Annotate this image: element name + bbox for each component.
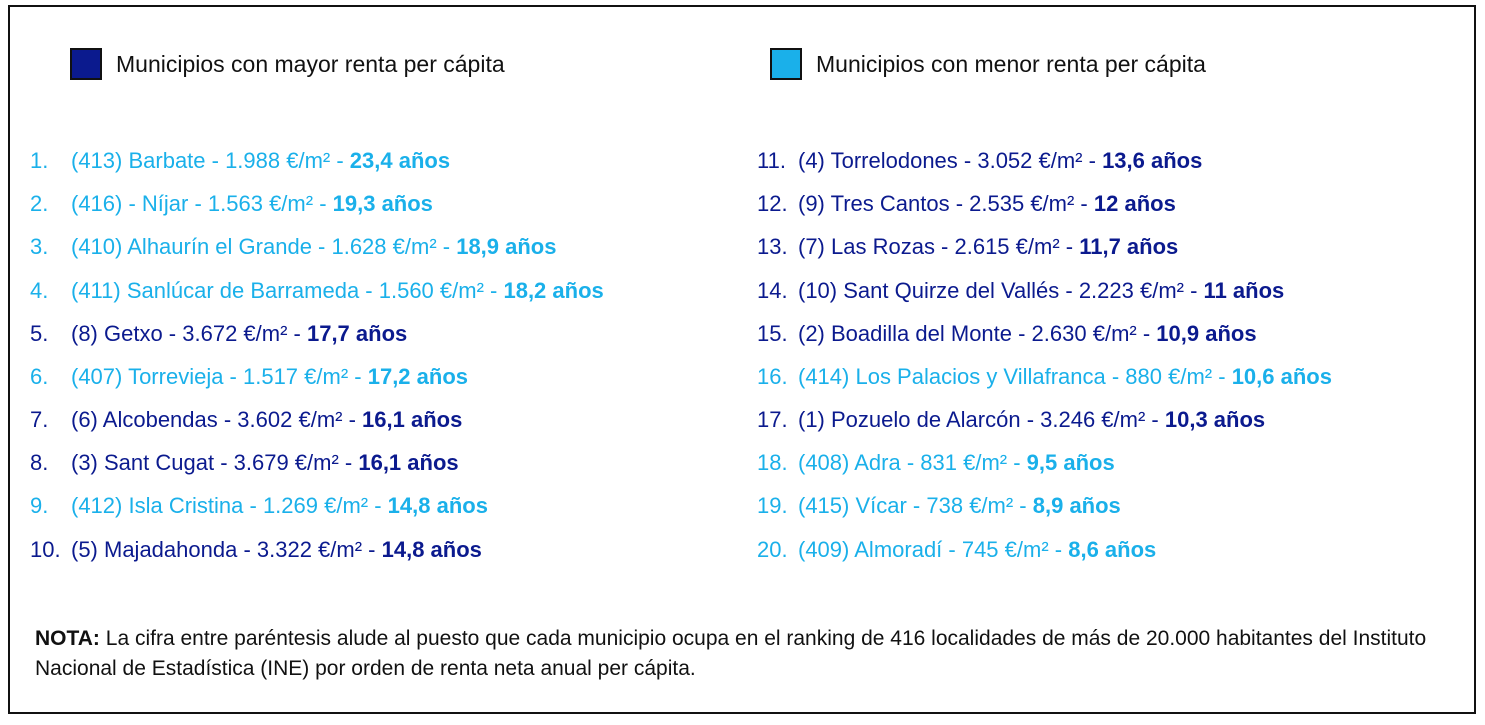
item-years: 8,6 años bbox=[1068, 537, 1157, 562]
item-text: (6) Alcobendas - 3.602 €/m² - bbox=[71, 407, 363, 432]
item-number: 18. bbox=[757, 450, 788, 475]
item-years: 14,8 años bbox=[381, 537, 482, 562]
legend-label: Municipios con mayor renta per cápita bbox=[116, 50, 505, 77]
item-number: 5. bbox=[30, 321, 49, 346]
item-text: (5) Majadahonda - 3.322 €/m² - bbox=[71, 537, 382, 562]
item-text: (410) Alhaurín el Grande - 1.628 €/m² - bbox=[71, 234, 457, 259]
list-item: 7. (6) Alcobendas - 3.602 €/m² - 16,1 año… bbox=[30, 407, 462, 433]
item-years: 23,4 años bbox=[349, 148, 451, 173]
item-number: 12. bbox=[757, 191, 788, 216]
item-number: 15. bbox=[757, 321, 788, 346]
item-text: (2) Boadilla del Monte - 2.630 €/m² - bbox=[798, 321, 1157, 346]
list-item: 15. (2) Boadilla del Monte - 2.630 €/m² -… bbox=[757, 321, 1257, 347]
item-text: (408) Adra - 831 €/m² - bbox=[798, 450, 1027, 475]
item-years: 10,6 años bbox=[1231, 364, 1332, 389]
item-number: 20. bbox=[757, 537, 788, 562]
list-item: 13. (7) Las Rozas - 2.615 €/m² - 11,7 año… bbox=[757, 234, 1178, 260]
list-item: 2. (416) - Níjar - 1.563 €/m² - 19,3 años bbox=[30, 191, 433, 217]
item-number: 11. bbox=[757, 148, 786, 173]
legend-swatch bbox=[770, 48, 802, 80]
list-item: 14. (10) Sant Quirze del Vallés - 2.223 €… bbox=[757, 278, 1284, 304]
item-text: (415) Vícar - 738 €/m² - bbox=[798, 493, 1033, 518]
item-text: (9) Tres Cantos - 2.535 €/m² - bbox=[798, 191, 1094, 216]
item-text: (1) Pozuelo de Alarcón - 3.246 €/m² - bbox=[798, 407, 1165, 432]
item-text: (407) Torrevieja - 1.517 €/m² - bbox=[71, 364, 368, 389]
item-number: 16. bbox=[757, 364, 788, 389]
item-number: 4. bbox=[30, 278, 49, 303]
item-text: (414) Los Palacios y Villafranca - 880 €… bbox=[798, 364, 1232, 389]
item-years: 14,8 años bbox=[387, 493, 488, 518]
list-item: 16. (414) Los Palacios y Villafranca - 88… bbox=[757, 364, 1332, 390]
item-number: 19. bbox=[757, 493, 788, 518]
item-years: 11 años bbox=[1203, 278, 1285, 303]
item-number: 3. bbox=[30, 234, 49, 259]
item-years: 13,6 años bbox=[1102, 148, 1203, 173]
list-item: 18. (408) Adra - 831 €/m² - 9,5 años bbox=[757, 450, 1115, 476]
note-label: NOTA: bbox=[35, 627, 100, 650]
list-item: 4. (411) Sanlúcar de Barrameda - 1.560 €/… bbox=[30, 278, 604, 304]
item-number: 14. bbox=[757, 278, 788, 303]
item-number: 7. bbox=[30, 407, 49, 432]
item-years: 18,2 años bbox=[503, 278, 604, 303]
legend-entry: Municipios con menor renta per cápita bbox=[770, 48, 1206, 80]
item-years: 9,5 años bbox=[1026, 450, 1115, 475]
frame bbox=[8, 5, 1476, 714]
item-text: (412) Isla Cristina - 1.269 €/m² - bbox=[71, 493, 388, 518]
item-years: 16,1 años bbox=[362, 407, 463, 432]
note: NOTA: La cifra entre paréntesis alude al… bbox=[35, 624, 1455, 684]
item-text: (3) Sant Cugat - 3.679 €/m² - bbox=[71, 450, 359, 475]
item-number: 13. bbox=[757, 234, 788, 259]
item-text: (10) Sant Quirze del Vallés - 2.223 €/m²… bbox=[798, 278, 1204, 303]
item-years: 12 años bbox=[1093, 191, 1176, 216]
item-number: 8. bbox=[30, 450, 49, 475]
list-item: 5. (8) Getxo - 3.672 €/m² - 17,7 años bbox=[30, 321, 407, 347]
list-item: 1. (413) Barbate - 1.988 €/m² - 23,4 años bbox=[30, 148, 450, 174]
item-years: 17,2 años bbox=[367, 364, 468, 389]
list-item: 3. (410) Alhaurín el Grande - 1.628 €/m² … bbox=[30, 234, 556, 260]
item-years: 16,1 años bbox=[358, 450, 459, 475]
item-number: 2. bbox=[30, 191, 49, 216]
item-text: (413) Barbate - 1.988 €/m² - bbox=[71, 148, 350, 173]
item-text: (411) Sanlúcar de Barrameda - 1.560 €/m²… bbox=[71, 278, 504, 303]
item-number: 17. bbox=[757, 407, 788, 432]
item-text: (7) Las Rozas - 2.615 €/m² - bbox=[798, 234, 1080, 259]
legend-swatch bbox=[70, 48, 102, 80]
list-item: 6. (407) Torrevieja - 1.517 €/m² - 17,2 a… bbox=[30, 364, 468, 390]
list-item: 19. (415) Vícar - 738 €/m² - 8,9 años bbox=[757, 493, 1121, 519]
item-number: 1. bbox=[30, 148, 49, 173]
list-item: 12. (9) Tres Cantos - 2.535 €/m² - 12 año… bbox=[757, 191, 1176, 217]
item-years: 11,7 años bbox=[1079, 234, 1179, 259]
note-text: La cifra entre paréntesis alude al puest… bbox=[35, 627, 1427, 680]
item-number: 9. bbox=[30, 493, 49, 518]
item-number: 6. bbox=[30, 364, 49, 389]
item-years: 17,7 años bbox=[306, 321, 408, 346]
list-item: 8. (3) Sant Cugat - 3.679 €/m² - 16,1 año… bbox=[30, 450, 459, 476]
list-item: 17. (1) Pozuelo de Alarcón - 3.246 €/m² -… bbox=[757, 407, 1265, 433]
item-years: 19,3 años bbox=[332, 191, 433, 216]
list-item: 10. (5) Majadahonda - 3.322 €/m² - 14,8 a… bbox=[30, 537, 482, 563]
list-item: 9. (412) Isla Cristina - 1.269 €/m² - 14,… bbox=[30, 493, 488, 519]
item-years: 10,3 años bbox=[1164, 407, 1266, 432]
item-text: (4) Torrelodones - 3.052 €/m² - bbox=[798, 148, 1103, 173]
legend-entry: Municipios con mayor renta per cápita bbox=[70, 48, 505, 80]
item-text: (416) - Níjar - 1.563 €/m² - bbox=[71, 191, 333, 216]
list-item: 20. (409) Almoradí - 745 €/m² - 8,6 años bbox=[757, 537, 1156, 563]
item-years: 10,9 años bbox=[1156, 321, 1257, 346]
list-item: 11. (4) Torrelodones - 3.052 €/m² - 13,6 … bbox=[757, 148, 1202, 174]
item-number: 10. bbox=[30, 537, 61, 562]
item-text: (409) Almoradí - 745 €/m² - bbox=[798, 537, 1069, 562]
item-years: 8,9 años bbox=[1032, 493, 1121, 518]
item-years: 18,9 años bbox=[456, 234, 557, 259]
item-text: (8) Getxo - 3.672 €/m² - bbox=[71, 321, 307, 346]
legend-label: Municipios con menor renta per cápita bbox=[816, 50, 1206, 77]
